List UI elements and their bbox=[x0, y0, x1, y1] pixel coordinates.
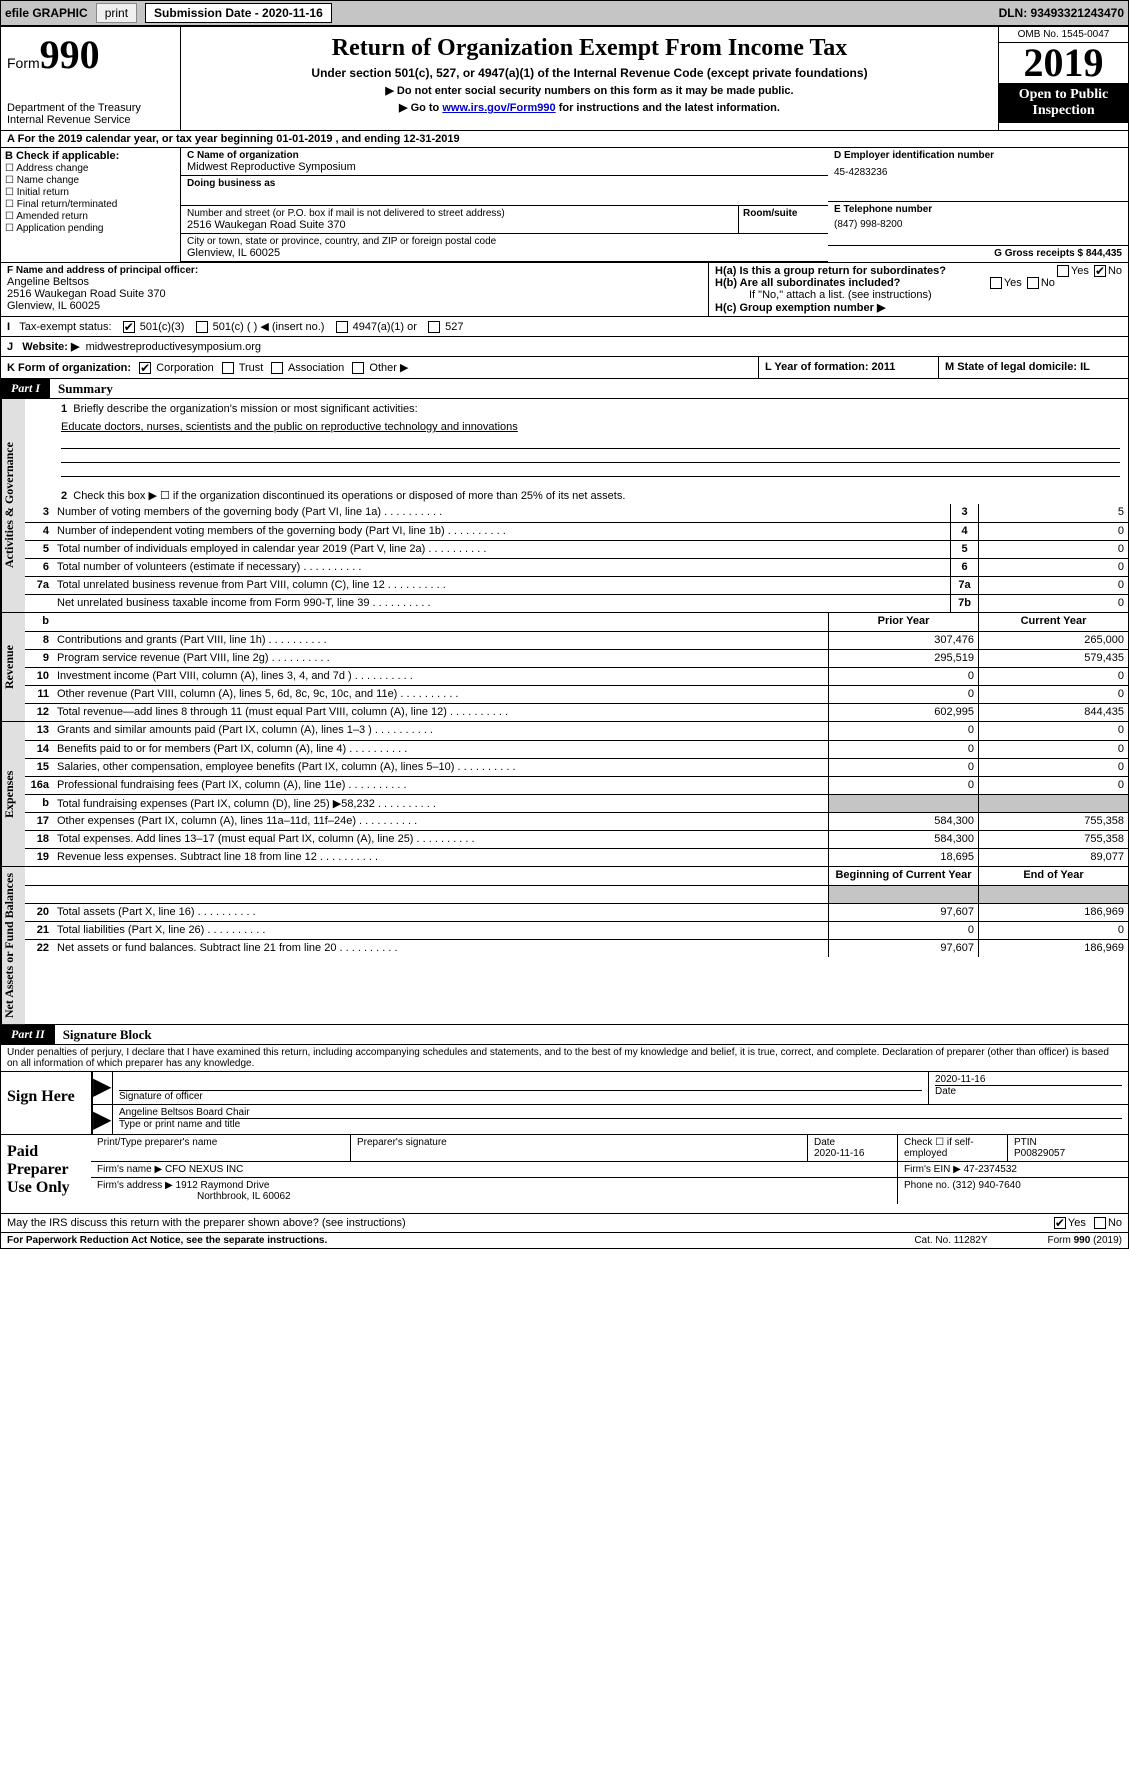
discuss-yes[interactable] bbox=[1054, 1217, 1066, 1229]
table-row: 14Benefits paid to or for members (Part … bbox=[25, 740, 1128, 758]
officer-name: Angeline Beltsos bbox=[7, 276, 702, 288]
dln-label: DLN: 93493321243470 bbox=[999, 6, 1124, 20]
org-name: Midwest Reproductive Symposium bbox=[187, 161, 822, 173]
topbar: efile GRAPHIC print Submission Date - 20… bbox=[1, 1, 1128, 27]
tax-year: 2019 bbox=[999, 43, 1128, 83]
form-footer: Form 990 (2019) bbox=[1048, 1235, 1122, 1246]
chk-application-pending[interactable]: ☐ Application pending bbox=[5, 223, 176, 234]
chk-address-change[interactable]: ☐ Address change bbox=[5, 163, 176, 174]
arrow-icon: ▶ bbox=[93, 1105, 113, 1134]
table-row: 8Contributions and grants (Part VIII, li… bbox=[25, 631, 1128, 649]
line-i: I Tax-exempt status: 501(c)(3) 501(c) ( … bbox=[1, 317, 1128, 337]
table-row: 9Program service revenue (Part VIII, lin… bbox=[25, 649, 1128, 667]
title-box: Return of Organization Exempt From Incom… bbox=[181, 27, 998, 130]
section-revenue: Revenue bPrior YearCurrent Year 8Contrib… bbox=[1, 613, 1128, 722]
form-number: 990 bbox=[40, 32, 100, 77]
submission-date: Submission Date - 2020-11-16 bbox=[145, 3, 332, 23]
table-row: 10Investment income (Part VIII, column (… bbox=[25, 667, 1128, 685]
table-row: 15Salaries, other compensation, employee… bbox=[25, 758, 1128, 776]
table-row: 6Total number of volunteers (estimate if… bbox=[25, 558, 1128, 576]
org-city: Glenview, IL 60025 bbox=[187, 247, 822, 259]
table-row: 17Other expenses (Part IX, column (A), l… bbox=[25, 812, 1128, 830]
officer-name-title: Angeline Beltsos Board Chair bbox=[119, 1107, 1122, 1118]
firm-name: CFO NEXUS INC bbox=[165, 1164, 243, 1175]
tip-1: ▶ Do not enter social security numbers o… bbox=[191, 84, 988, 97]
open-public-label: Open to Public Inspection bbox=[999, 83, 1128, 123]
bm-grid: B Check if applicable: ☐ Address change … bbox=[1, 148, 1128, 263]
ha-yes[interactable] bbox=[1057, 265, 1069, 277]
header-row: Form990 Department of the Treasury Inter… bbox=[1, 27, 1128, 131]
form-box: Form990 Department of the Treasury Inter… bbox=[1, 27, 181, 130]
klm-row: K Form of organization: Corporation Trus… bbox=[1, 357, 1128, 379]
chk-trust[interactable] bbox=[222, 362, 234, 374]
chk-501c[interactable] bbox=[196, 321, 208, 333]
table-row: Net unrelated business taxable income fr… bbox=[25, 594, 1128, 612]
gross-receipts: G Gross receipts $ 844,435 bbox=[994, 248, 1122, 259]
form-title: Return of Organization Exempt From Incom… bbox=[191, 35, 988, 62]
department-label: Department of the Treasury Internal Reve… bbox=[7, 102, 174, 126]
chk-corp[interactable] bbox=[139, 362, 151, 374]
perjury-text: Under penalties of perjury, I declare th… bbox=[1, 1045, 1128, 1072]
table-row: 22Net assets or fund balances. Subtract … bbox=[25, 939, 1128, 957]
table-row: 20Total assets (Part X, line 16)97,60718… bbox=[25, 903, 1128, 921]
form-subtitle: Under section 501(c), 527, or 4947(a)(1)… bbox=[191, 66, 988, 80]
chk-4947[interactable] bbox=[336, 321, 348, 333]
chk-501c3[interactable] bbox=[123, 321, 135, 333]
table-row: 12Total revenue—add lines 8 through 11 (… bbox=[25, 703, 1128, 721]
table-row: 18Total expenses. Add lines 13–17 (must … bbox=[25, 830, 1128, 848]
table-row: 7aTotal unrelated business revenue from … bbox=[25, 576, 1128, 594]
discuss-row: May the IRS discuss this return with the… bbox=[1, 1214, 1128, 1233]
form-prefix: Form bbox=[7, 55, 40, 71]
chk-final-return[interactable]: ☐ Final return/terminated bbox=[5, 199, 176, 210]
print-button[interactable]: print bbox=[96, 3, 137, 23]
table-row: 13Grants and similar amounts paid (Part … bbox=[25, 722, 1128, 740]
discuss-no[interactable] bbox=[1094, 1217, 1106, 1229]
paid-preparer-block: Paid Preparer Use Only Print/Type prepar… bbox=[1, 1135, 1128, 1214]
section-governance: Activities & Governance 1 Briefly descri… bbox=[1, 399, 1128, 613]
section-net-assets: Net Assets or Fund Balances Beginning of… bbox=[1, 867, 1128, 1025]
chk-initial-return[interactable]: ☐ Initial return bbox=[5, 187, 176, 198]
chk-other[interactable] bbox=[352, 362, 364, 374]
ha-no[interactable] bbox=[1094, 265, 1106, 277]
table-row: 5Total number of individuals employed in… bbox=[25, 540, 1128, 558]
irs-link[interactable]: www.irs.gov/Form990 bbox=[442, 102, 555, 114]
phone: (847) 998-8200 bbox=[834, 219, 1122, 230]
form-990-page: efile GRAPHIC print Submission Date - 20… bbox=[0, 0, 1129, 1249]
fh-row: F Name and address of principal officer:… bbox=[1, 263, 1128, 317]
table-row: 19Revenue less expenses. Subtract line 1… bbox=[25, 848, 1128, 866]
table-row: 4Number of independent voting members of… bbox=[25, 522, 1128, 540]
chk-527[interactable] bbox=[428, 321, 440, 333]
arrow-icon: ▶ bbox=[93, 1072, 113, 1104]
website: midwestreproductivesymposium.org bbox=[86, 341, 261, 353]
tip-2: ▶ Go to www.irs.gov/Form990 for instruct… bbox=[191, 101, 988, 114]
preparer-phone: (312) 940-7640 bbox=[952, 1180, 1020, 1191]
hb-no[interactable] bbox=[1027, 277, 1039, 289]
chk-amended[interactable]: ☐ Amended return bbox=[5, 211, 176, 222]
section-expenses: Expenses 13Grants and similar amounts pa… bbox=[1, 722, 1128, 867]
org-address: 2516 Waukegan Road Suite 370 bbox=[187, 219, 732, 231]
footer: For Paperwork Reduction Act Notice, see … bbox=[1, 1233, 1128, 1248]
ein: 45-4283236 bbox=[834, 167, 1122, 178]
block-b: B Check if applicable: ☐ Address change … bbox=[1, 148, 181, 262]
table-row: 16aProfessional fundraising fees (Part I… bbox=[25, 776, 1128, 794]
ptin: P00829057 bbox=[1014, 1148, 1065, 1159]
mission: Educate doctors, nurses, scientists and … bbox=[25, 417, 1128, 435]
table-row: bTotal fundraising expenses (Part IX, co… bbox=[25, 794, 1128, 812]
efile-label: efile GRAPHIC bbox=[5, 6, 88, 20]
part-2-header: Part II Signature Block bbox=[1, 1025, 1128, 1045]
chk-assoc[interactable] bbox=[271, 362, 283, 374]
block-c-wrapper: C Name of organization Midwest Reproduct… bbox=[181, 148, 1128, 262]
firm-ein: 47-2374532 bbox=[964, 1164, 1017, 1175]
part-1-header: Part I Summary bbox=[1, 379, 1128, 399]
table-row: 21Total liabilities (Part X, line 26)00 bbox=[25, 921, 1128, 939]
line-j: J Website: ▶ midwestreproductivesymposiu… bbox=[1, 337, 1128, 357]
table-row: 3Number of voting members of the governi… bbox=[25, 504, 1128, 522]
chk-name-change[interactable]: ☐ Name change bbox=[5, 175, 176, 186]
sign-here-block: Sign Here ▶ Signature of officer 2020-11… bbox=[1, 1072, 1128, 1135]
hb-yes[interactable] bbox=[990, 277, 1002, 289]
table-row: 11Other revenue (Part VIII, column (A), … bbox=[25, 685, 1128, 703]
period-row: A For the 2019 calendar year, or tax yea… bbox=[1, 131, 1128, 148]
year-box: OMB No. 1545-0047 2019 Open to Public In… bbox=[998, 27, 1128, 130]
